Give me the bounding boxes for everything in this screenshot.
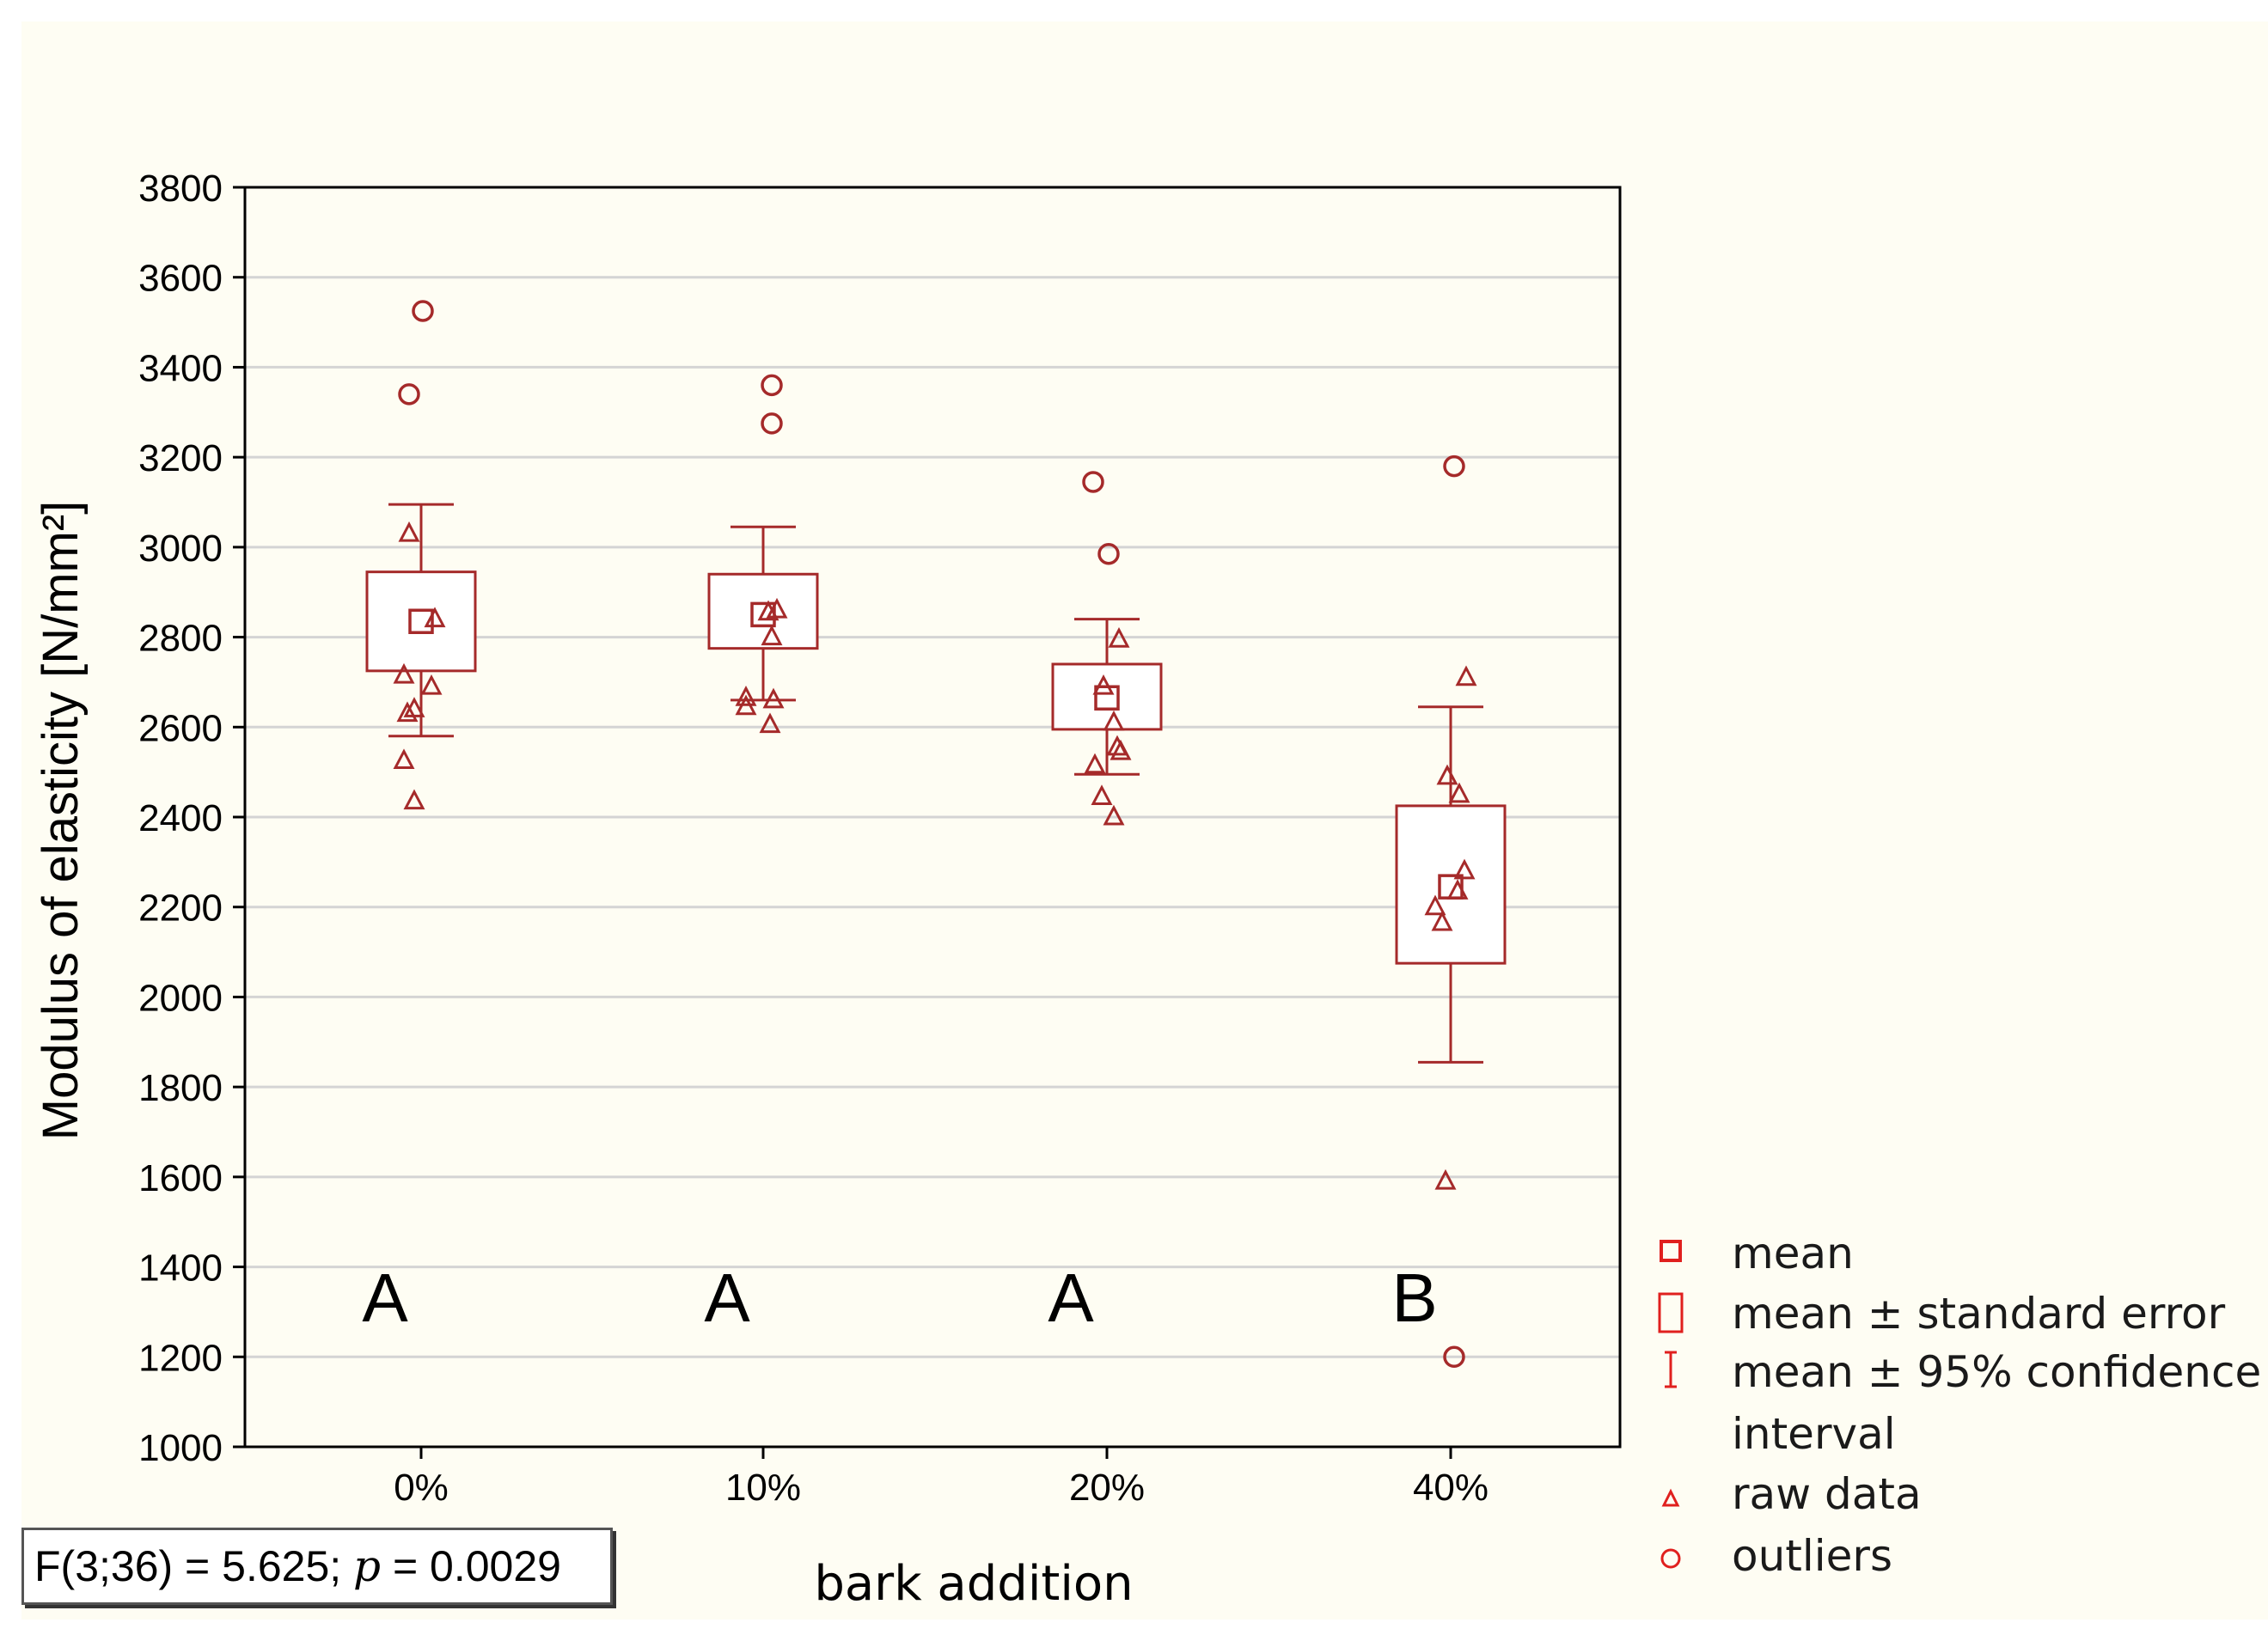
- raw-data-point-4: [735, 694, 757, 716]
- raw-data-point-1: [757, 600, 779, 621]
- group-letter-0: A: [362, 1260, 408, 1336]
- mean-marker: [408, 608, 434, 634]
- raw-data-point-3: [735, 686, 757, 706]
- y-axis-ticks: 1000 1200 1400 1600 1800 2000 2200 2400 2600 2800…: [138, 168, 245, 1469]
- y-axis-label: Modulus of elasticity [N/mm²]: [33, 501, 89, 1141]
- y-tick-label-3800: 3800: [138, 168, 223, 210]
- legend-label-0: mean: [1732, 1229, 1854, 1278]
- raw-data-point-2: [420, 674, 443, 695]
- raw-data-point-0: [1108, 626, 1130, 648]
- x-tick-label-1: 10%: [725, 1467, 801, 1509]
- statistic-suffix: = 0.0029: [381, 1542, 561, 1590]
- group-letter-1: A: [704, 1260, 750, 1336]
- outlier-point-1: [1443, 1345, 1465, 1369]
- x-tick-label-2: 20%: [1069, 1467, 1145, 1509]
- anova-statistic-box: F(3;36) = 5.625; p = 0.0029: [21, 1528, 613, 1605]
- outlier-point-1: [398, 383, 420, 406]
- outlier-point-1: [761, 412, 783, 435]
- raw-data-point-7: [1103, 804, 1125, 826]
- group-3: B: [1391, 454, 1507, 1369]
- y-tick-label-1800: 1800: [138, 1067, 223, 1109]
- raw-data-point-3: [1084, 753, 1106, 774]
- y-tick-label-2800: 2800: [138, 618, 223, 660]
- raw-data-point-0: [398, 521, 420, 542]
- raw-data-point-5: [1424, 894, 1446, 916]
- y-tick-label-1200: 1200: [138, 1337, 223, 1379]
- outlier-point-0: [1443, 454, 1465, 478]
- group-2: A: [1048, 471, 1163, 1336]
- raw-data-point-3: [393, 662, 415, 684]
- raw-data-point-2: [1448, 782, 1470, 803]
- se-box: [1051, 662, 1163, 731]
- y-tick-label-1600: 1600: [138, 1157, 223, 1199]
- group-letter-3: B: [1391, 1260, 1437, 1336]
- y-tick-label-3200: 3200: [138, 437, 223, 479]
- se-box: [365, 570, 477, 673]
- raw-data-point-6: [1091, 784, 1113, 805]
- raw-data-point-4: [396, 701, 419, 723]
- raw-data-point-3: [1453, 858, 1476, 880]
- raw-data-point-1: [424, 607, 446, 628]
- group-1: A: [704, 374, 819, 1336]
- se-box: [1395, 804, 1507, 965]
- legend-label-2: mean ± 95% confidence: [1732, 1347, 2262, 1397]
- y-tick-label-1000: 1000: [138, 1427, 223, 1469]
- legend-symbol-i-bar-icon: [1646, 1347, 1701, 1399]
- x-axis-ticks: 0% 10% 20% 40%: [394, 1447, 1489, 1509]
- raw-data-point-0: [1455, 665, 1477, 686]
- outlier-point-0: [761, 374, 783, 397]
- outlier-point-0: [1082, 471, 1104, 493]
- y-tick-label-2200: 2200: [138, 888, 223, 930]
- statistic-prefix: F(3;36) = 5.625;: [34, 1542, 354, 1590]
- raw-data-point-7: [403, 789, 425, 810]
- legend-label-1: mean ± standard error: [1732, 1289, 2226, 1339]
- y-tick-label-3000: 3000: [138, 528, 223, 570]
- legend-symbol-rect-tall-icon: [1646, 1289, 1701, 1340]
- y-tick-label-3600: 3600: [138, 258, 223, 300]
- legend-label-4: raw data: [1732, 1469, 1922, 1519]
- mean-marker: [750, 601, 776, 628]
- x-axis-label: bark addition: [814, 1556, 1133, 1612]
- raw-data-point-5: [762, 687, 785, 709]
- y-tick-label-3400: 3400: [138, 347, 223, 389]
- raw-data-point-1: [1436, 764, 1458, 785]
- raw-data-point-5: [403, 697, 425, 717]
- y-tick-label-2600: 2600: [138, 707, 223, 749]
- y-tick-label-1400: 1400: [138, 1248, 223, 1290]
- raw-data-point-2: [1103, 710, 1125, 731]
- raw-data-point-6: [759, 712, 781, 734]
- y-tick-label-2000: 2000: [138, 977, 223, 1019]
- raw-data-point-6: [1431, 910, 1453, 931]
- x-tick-label-0: 0%: [394, 1467, 449, 1509]
- raw-data-point-5: [1110, 739, 1132, 760]
- chart-legend: mean mean ± standard error mean ± 95% conf…: [1646, 1229, 2261, 1589]
- legend-label-3: interval: [1732, 1409, 1896, 1459]
- group-0: A: [362, 300, 477, 1336]
- mean-marker: [1094, 685, 1120, 711]
- group-letter-2: A: [1048, 1260, 1094, 1336]
- x-tick-label-3: 40%: [1413, 1467, 1489, 1509]
- raw-data-point-7: [1434, 1168, 1457, 1190]
- legend-symbol-circle-icon: [1646, 1531, 1701, 1583]
- mean-marker: [1438, 874, 1464, 900]
- raw-data-point-6: [393, 748, 415, 770]
- legend-symbol-square-small-icon: [1646, 1229, 1701, 1280]
- outlier-point-0: [412, 300, 434, 322]
- p-value-symbol: p: [353, 1541, 382, 1591]
- outlier-point-1: [1097, 542, 1120, 565]
- y-tick-label-2400: 2400: [138, 797, 223, 839]
- figure-background: [21, 21, 2268, 1620]
- legend-label-5: outliers: [1732, 1531, 1893, 1581]
- raw-data-point-2: [761, 625, 783, 646]
- legend-symbol-triangle-icon: [1646, 1469, 1701, 1521]
